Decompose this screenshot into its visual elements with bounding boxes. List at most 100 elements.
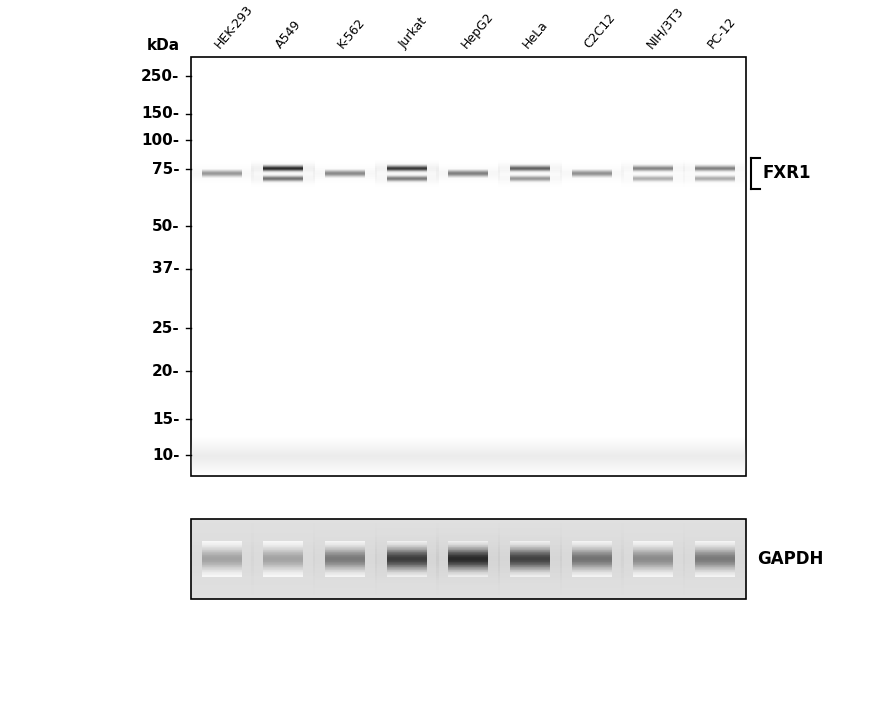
Bar (695, 558, 735, 559)
Bar (313, 580, 377, 583)
Bar (683, 525, 747, 528)
Bar (251, 592, 315, 594)
Bar (498, 578, 562, 580)
Bar (510, 550, 550, 551)
Bar (436, 542, 501, 545)
Bar (683, 545, 747, 547)
Text: A549: A549 (274, 18, 305, 51)
Bar (695, 571, 735, 572)
Bar (695, 563, 735, 564)
Bar (572, 554, 612, 555)
Bar (498, 585, 562, 587)
Bar (498, 580, 562, 583)
Bar (695, 575, 735, 576)
Bar (436, 525, 501, 528)
Bar (683, 538, 747, 540)
Bar (622, 540, 686, 542)
Bar (191, 454, 746, 476)
Text: HepG2: HepG2 (458, 10, 496, 51)
Bar (510, 549, 550, 550)
Bar (633, 553, 673, 554)
Bar (264, 552, 304, 553)
Bar (559, 535, 623, 538)
Bar (683, 530, 747, 533)
Bar (251, 583, 315, 585)
Bar (510, 574, 550, 575)
Bar (202, 571, 242, 572)
Bar (633, 542, 673, 543)
Bar (387, 566, 427, 567)
Bar (375, 547, 439, 550)
Bar (695, 561, 735, 562)
Bar (436, 528, 501, 530)
Bar (387, 569, 427, 570)
Bar (622, 592, 686, 594)
Bar (448, 545, 488, 546)
Bar (498, 523, 562, 525)
Bar (313, 554, 377, 557)
Bar (325, 546, 365, 547)
Bar (387, 564, 427, 565)
Bar (448, 551, 488, 552)
Bar (375, 528, 439, 530)
Bar (448, 576, 488, 577)
Bar (325, 543, 365, 544)
Bar (622, 590, 686, 592)
Bar (695, 573, 735, 574)
Bar (375, 530, 439, 533)
Bar (375, 552, 439, 554)
Bar (683, 592, 747, 594)
Bar (313, 552, 377, 554)
Bar (683, 557, 747, 559)
Bar (375, 533, 439, 535)
Bar (325, 551, 365, 552)
Bar (202, 575, 242, 576)
Bar (264, 559, 304, 560)
Bar (448, 561, 488, 562)
Bar (559, 530, 623, 533)
Bar (448, 542, 488, 543)
Bar (622, 559, 686, 561)
Bar (202, 560, 242, 561)
Bar (448, 563, 488, 564)
Bar (498, 573, 562, 576)
Bar (264, 547, 304, 548)
Bar (498, 576, 562, 578)
Bar (190, 550, 254, 552)
Bar (190, 538, 254, 540)
Bar (448, 550, 488, 551)
Bar (559, 590, 623, 592)
Bar (510, 573, 550, 574)
Bar (251, 552, 315, 554)
Bar (622, 564, 686, 566)
Bar (633, 551, 673, 552)
Text: NIH/3T3: NIH/3T3 (644, 4, 686, 51)
Bar (251, 530, 315, 533)
Bar (436, 545, 501, 547)
Bar (375, 564, 439, 566)
Bar (436, 576, 501, 578)
Bar (572, 555, 612, 556)
Bar (325, 557, 365, 558)
Bar (191, 437, 746, 459)
Bar (559, 528, 623, 530)
Bar (190, 561, 254, 564)
Bar (190, 578, 254, 580)
Bar (572, 557, 612, 558)
Bar (510, 564, 550, 565)
Bar (202, 558, 242, 559)
Bar (375, 592, 439, 594)
Bar (622, 571, 686, 573)
Bar (313, 538, 377, 540)
Bar (202, 564, 242, 565)
Text: HEK-293: HEK-293 (212, 3, 256, 51)
Bar (695, 568, 735, 569)
Bar (695, 557, 735, 558)
Bar (498, 530, 562, 533)
Bar (622, 554, 686, 557)
Bar (510, 571, 550, 572)
Bar (313, 545, 377, 547)
Bar (375, 568, 439, 571)
Bar (622, 550, 686, 552)
Bar (387, 544, 427, 545)
